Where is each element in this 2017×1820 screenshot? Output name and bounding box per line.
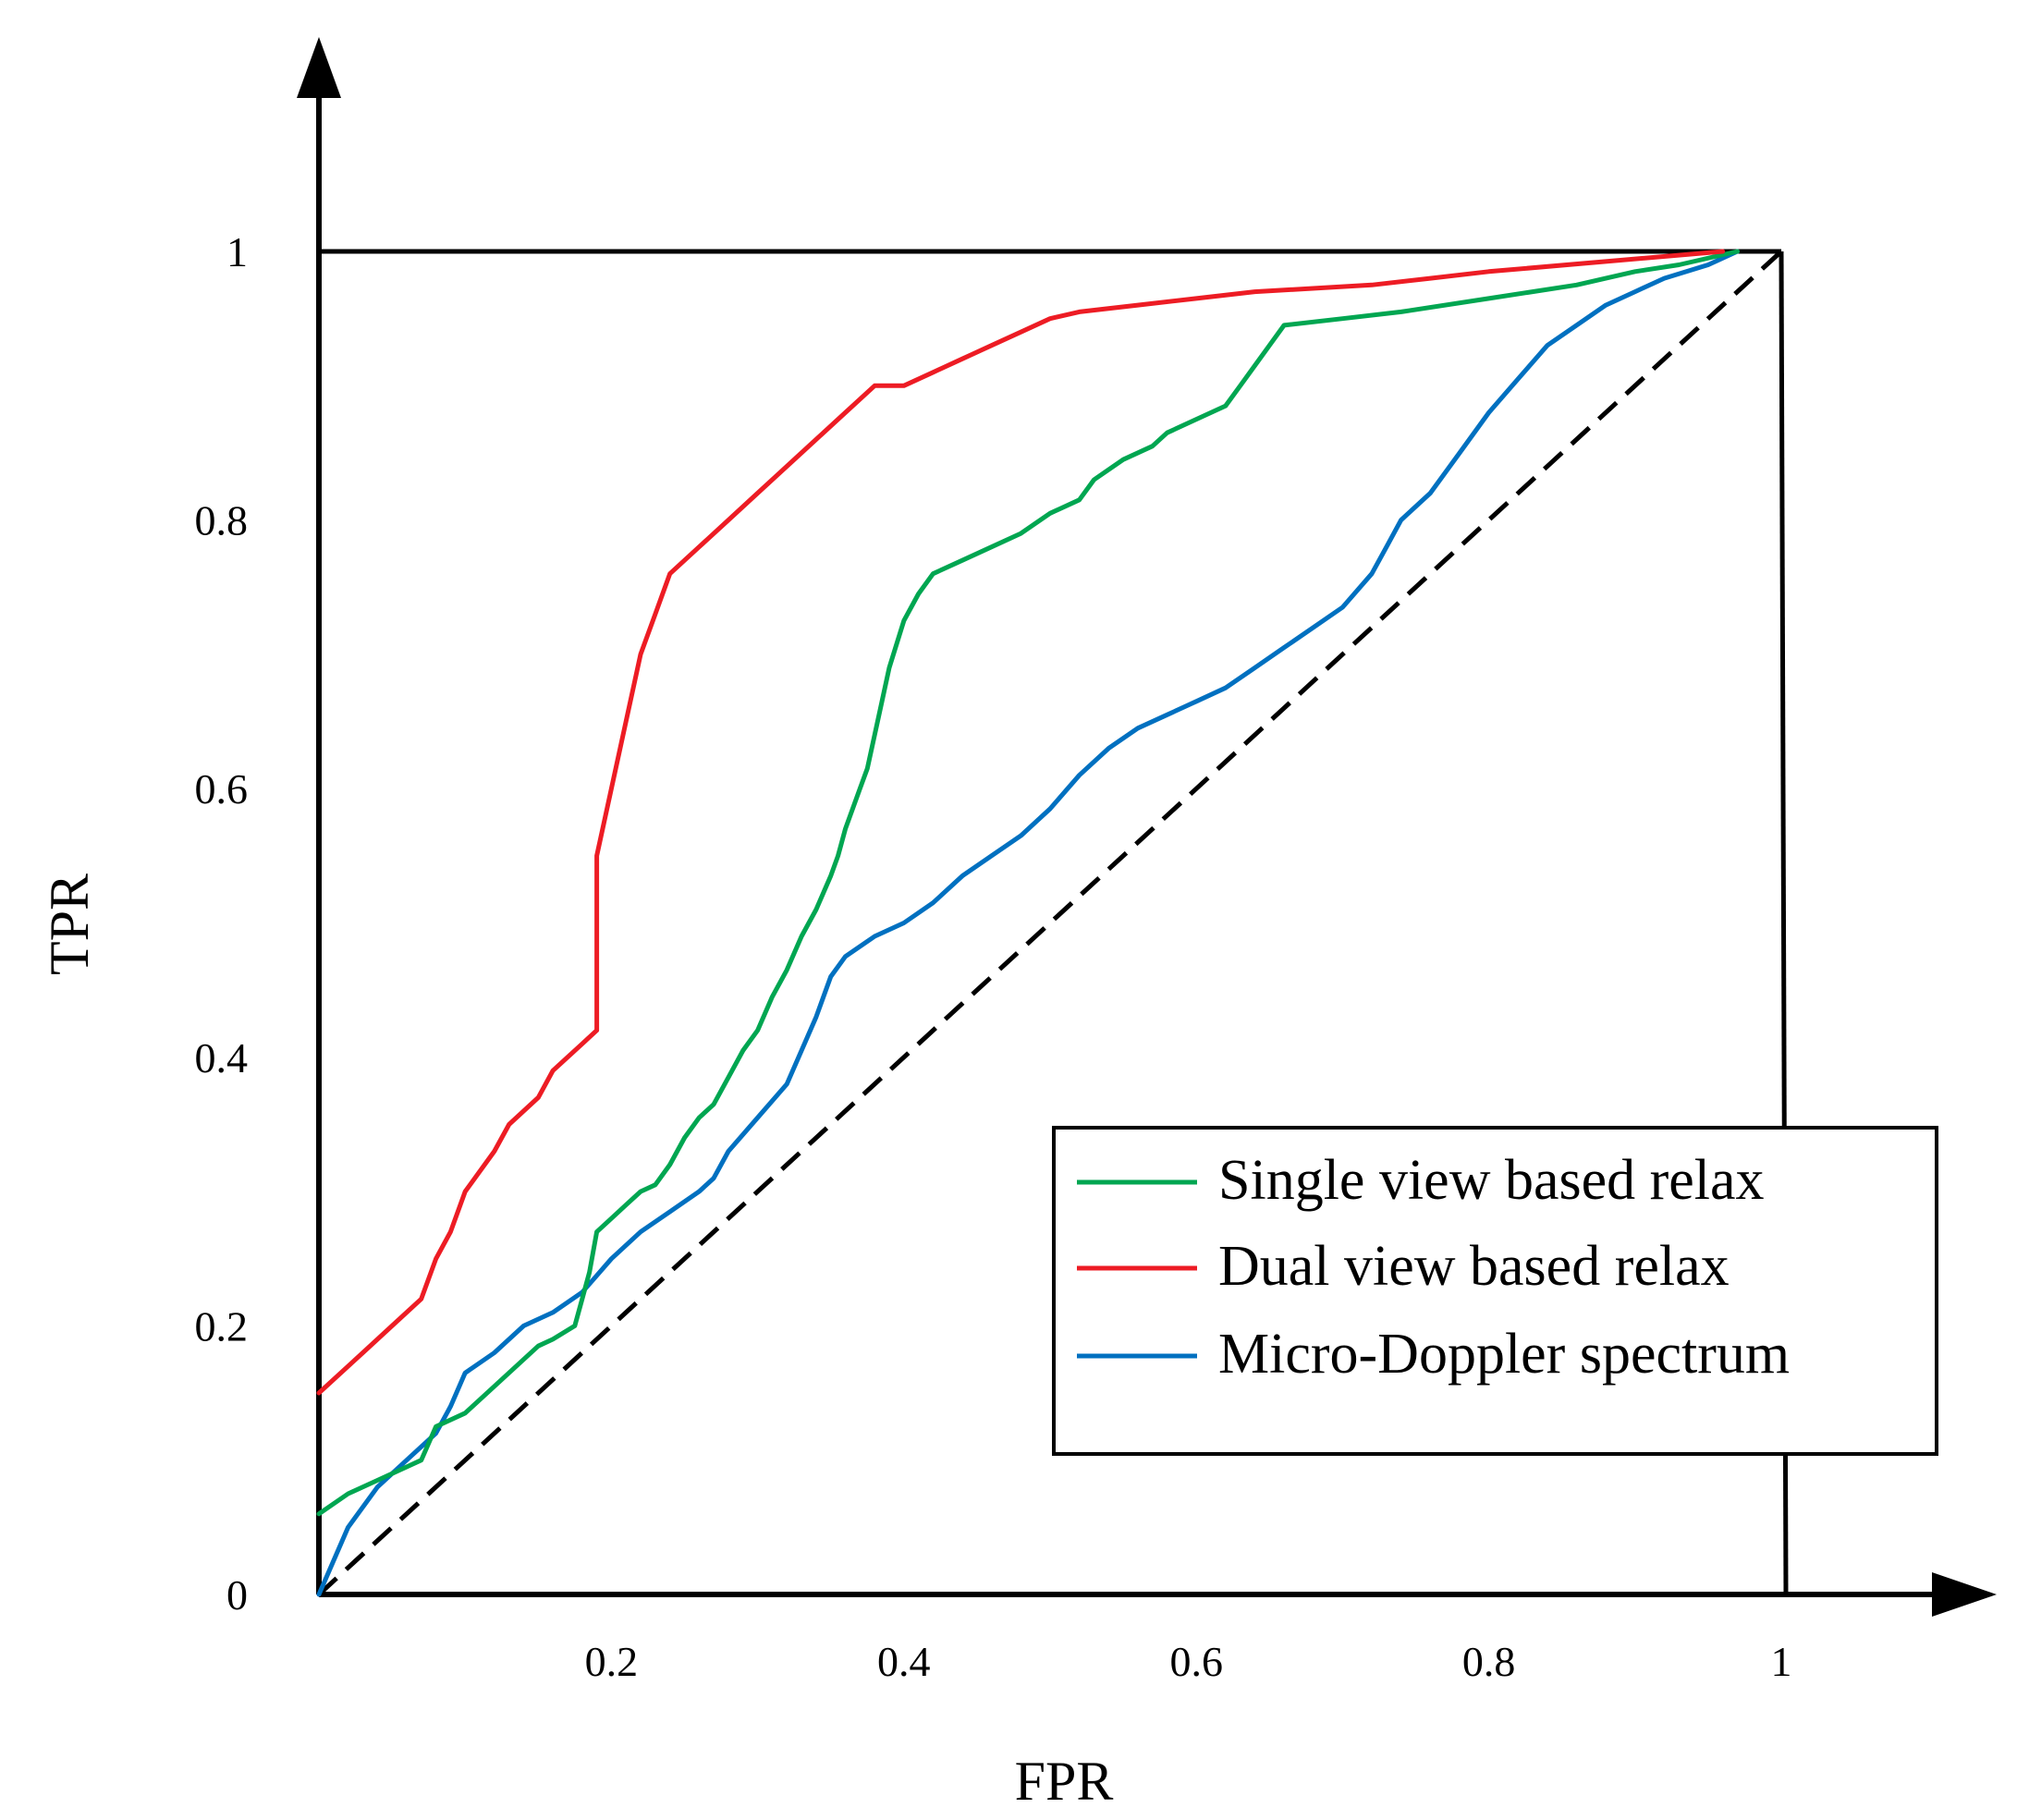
y-tick-label: 0 [226,1571,248,1618]
legend-item-micro-doppler-spectrum: Micro-Doppler spectrum [1077,1323,1790,1386]
x-tick-label: 0.8 [1462,1638,1516,1685]
legend-item-dual-view-based-relax: Dual view based relax [1077,1235,1730,1298]
legend-label: Micro-Doppler spectrum [1218,1323,1790,1386]
y-tick-label: 0.6 [195,765,249,812]
x-tick-label: 0.4 [877,1638,931,1685]
y-tick-label: 0.4 [195,1034,249,1081]
y-tick-label: 1 [226,228,248,275]
series-layer [316,249,1783,1597]
y-tick-label: 0.2 [195,1302,249,1350]
y-tick-label: 0.8 [195,497,249,544]
legend-box [1052,1126,1938,1456]
tick-labels: 0.2 0.4 0.6 0.8 1 0 0.2 0.4 0.6 0.8 1 [195,228,1792,1685]
axis-titles: FPR TPR [39,873,1113,1812]
x-tick-label: 0.6 [1169,1638,1223,1685]
series-line-dual-view-based-relax [316,249,1726,1396]
x-axis-arrow [1932,1572,1997,1617]
legend: Single view based relax Dual view based r… [1052,1126,1938,1456]
plot-frame [297,37,1997,1617]
x-axis-title: FPR [1015,1751,1114,1812]
x-tick-label: 0.2 [585,1638,639,1685]
y-axis-title: TPR [39,873,100,975]
y-axis-arrow [297,37,341,98]
legend-item-single-view-based-relax: Single view based relax [1077,1149,1765,1212]
legend-label: Dual view based relax [1218,1235,1730,1298]
series-line-single-view-based-relax [316,249,1740,1517]
legend-label: Single view based relax [1218,1149,1765,1212]
x-tick-label: 1 [1771,1638,1792,1685]
series-line-micro-doppler-spectrum [316,249,1740,1597]
